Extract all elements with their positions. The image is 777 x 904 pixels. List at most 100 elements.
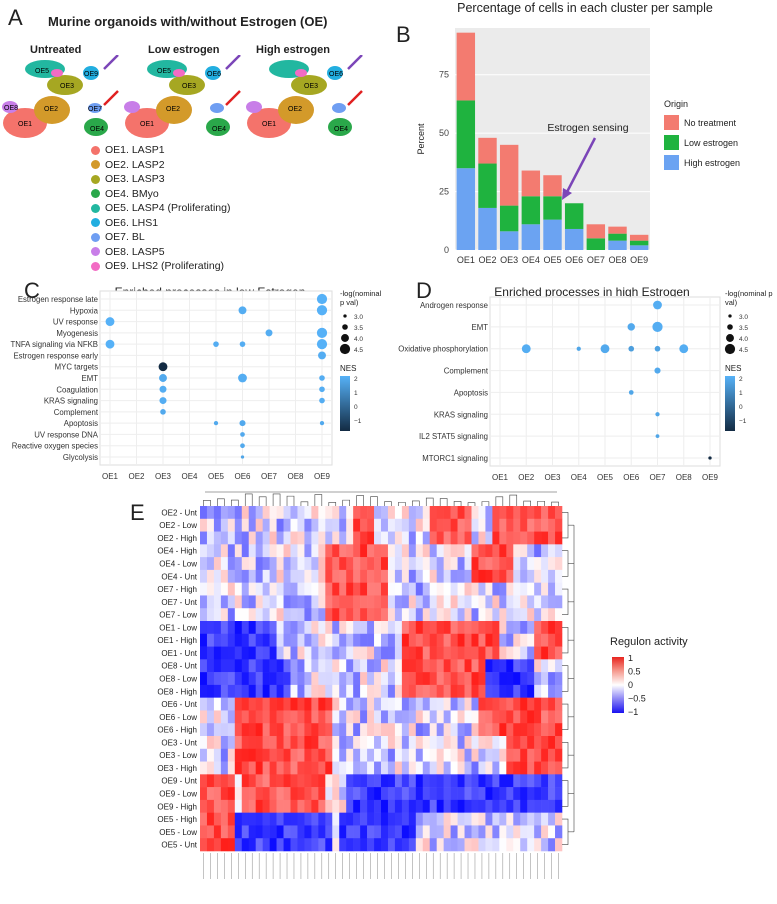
heatmap-cell <box>283 761 291 775</box>
heatmap-cell <box>394 684 403 698</box>
heatmap-cell <box>325 697 333 711</box>
heatmap-cell <box>520 595 528 609</box>
heatmap-cell <box>548 608 556 622</box>
heatmap-cell <box>262 812 270 826</box>
heatmap-cell <box>304 697 312 711</box>
heatmap-cell <box>401 761 410 775</box>
heatmap-cell <box>304 544 312 558</box>
size-legend-title: -log(nominal p <box>725 289 773 298</box>
heatmap-cell <box>241 710 250 724</box>
heatmap-cell <box>255 761 263 775</box>
heatmap-cell <box>450 621 458 635</box>
heatmap-cell <box>318 825 326 839</box>
heatmap-cell <box>513 582 521 596</box>
row-label: Complement <box>54 408 99 417</box>
heatmap-cell <box>206 825 215 839</box>
heatmap-cell <box>464 518 472 532</box>
heatmap-cell <box>374 506 382 520</box>
dot <box>576 346 581 351</box>
heatmap-cell <box>492 748 500 762</box>
heatmap-cell <box>415 646 424 660</box>
dot <box>213 341 219 347</box>
heatmap-cell <box>443 799 451 813</box>
heatmap-cell <box>429 812 437 826</box>
heatmap-cell <box>401 582 410 596</box>
heatmap-cell <box>436 697 444 711</box>
heatmap-cell <box>534 697 542 711</box>
heatmap-cell <box>381 774 389 788</box>
heatmap-cell <box>262 506 270 520</box>
heatmap-cell <box>422 646 431 660</box>
heatmap-cell <box>415 608 424 622</box>
heatmap-cell <box>227 723 236 737</box>
umap-label-oe3: OE3 <box>182 83 196 90</box>
heatmap-cell <box>415 544 424 558</box>
heatmap-cell <box>213 531 222 545</box>
dendrogram-branch <box>384 501 392 506</box>
heatmap-cell <box>478 557 486 571</box>
heatmap-cell <box>457 787 465 801</box>
legend-swatch <box>664 155 679 170</box>
heatmap-cell <box>234 595 243 609</box>
heatmap-legend-tick: −1 <box>628 707 638 717</box>
heatmap-cell <box>450 787 458 801</box>
heatmap-cell <box>548 761 556 775</box>
dendrogram-branch <box>523 500 531 506</box>
heatmap-cell <box>332 582 340 596</box>
row-dendrogram <box>562 512 575 845</box>
nes-legend-title: NES <box>725 364 741 373</box>
heatmap-cell <box>408 799 417 813</box>
heatmap-cell <box>276 736 284 750</box>
heatmap-cell <box>485 774 493 788</box>
y-axis-label: Percent <box>416 123 426 155</box>
heatmap-cell <box>290 659 298 673</box>
heatmap-cell <box>248 569 256 583</box>
row-label: EMT <box>472 323 489 332</box>
heatmap-cell <box>276 697 284 711</box>
heatmap-cell <box>450 569 458 583</box>
heatmap-cell <box>276 723 284 737</box>
heatmap-cell <box>374 761 382 775</box>
heatmap-cell <box>513 736 521 750</box>
x-tick-label: OE4 <box>571 473 588 482</box>
heatmap-cell <box>394 569 403 583</box>
heatmap-cell <box>290 569 298 583</box>
heatmap-cell <box>318 544 326 558</box>
heatmap-cell <box>492 697 500 711</box>
legend-item: OE5. LASP4 (Proliferating) <box>91 201 230 216</box>
heatmap-cell <box>318 633 326 647</box>
heatmap-cell <box>367 838 375 852</box>
heatmap-cell <box>360 557 368 571</box>
heatmap-cell <box>332 684 340 698</box>
row-label: IL2 STAT5 signaling <box>419 432 488 441</box>
heatmap-cell <box>248 672 256 686</box>
heatmap-cell <box>471 723 479 737</box>
heatmap-cell <box>499 774 507 788</box>
heatmap-cell <box>520 582 528 596</box>
heatmap-cell <box>248 787 256 801</box>
heatmap-cell <box>283 506 291 520</box>
heatmap-cell <box>332 812 340 826</box>
heatmap-cell <box>415 582 424 596</box>
heatmap-cell <box>464 569 472 583</box>
heatmap-cell <box>269 646 277 660</box>
heatmap-cell <box>262 736 270 750</box>
heatmap-cell <box>415 812 424 826</box>
heatmap-cell <box>297 621 305 635</box>
heatmap-cell <box>220 774 229 788</box>
heatmap-cell <box>276 621 284 635</box>
heatmap-cell <box>213 595 222 609</box>
dendrogram-branch <box>412 500 420 506</box>
heatmap-cell <box>471 557 479 571</box>
heatmap-cell <box>325 518 333 532</box>
legend-item: OE3. LASP3 <box>91 172 230 187</box>
heatmap-cell <box>401 569 410 583</box>
heatmap-cell <box>339 825 347 839</box>
heatmap-cell <box>220 659 229 673</box>
x-tick-label: OE9 <box>314 472 331 481</box>
heatmap-cell <box>311 659 319 673</box>
heatmap-cell <box>311 812 319 826</box>
heatmap-cell <box>555 582 563 596</box>
heatmap-cell <box>492 710 500 724</box>
dot <box>316 339 328 350</box>
